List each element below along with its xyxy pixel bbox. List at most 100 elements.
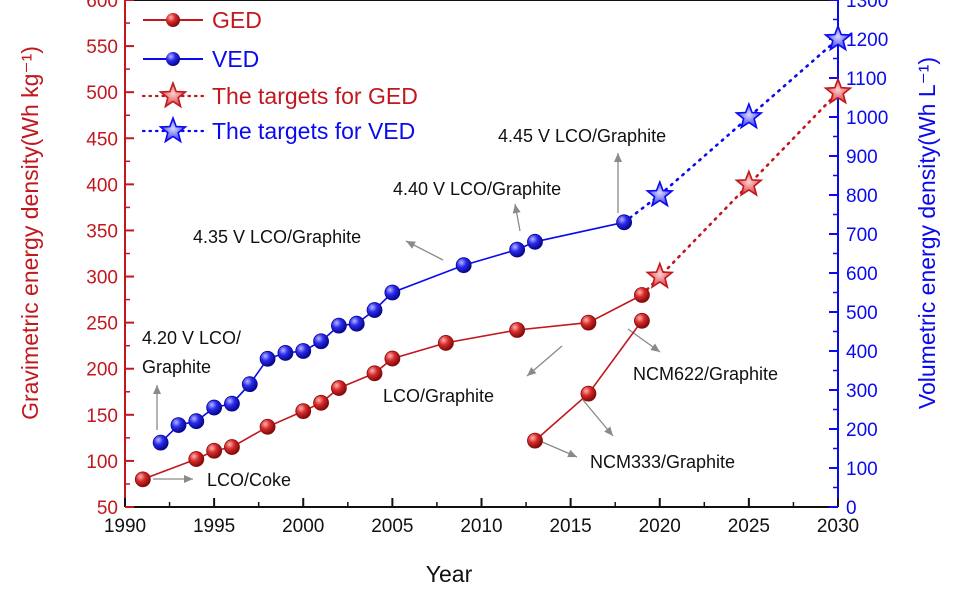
ged-point [580,314,597,331]
annotation-arrow-head [604,426,613,436]
annotation-arrow-head [406,241,416,249]
y-left-tick-label: 550 [86,37,118,58]
y-axis-right-title: Volumetric energy density(Wh L⁻¹) [914,57,940,409]
x-tick-label: 2000 [282,516,324,537]
ged-point [580,385,597,402]
legend-label-ged-targets: The targets for GED [212,83,418,109]
ged-target-star [734,169,764,197]
y-axis-left: 50 100 150 200 250 300 350 400 450 500 550 600 [86,0,134,519]
annotation-arrow-head [512,204,521,214]
x-tick-label: 2015 [549,516,591,537]
annotations: LCO/Coke 4.20 V LCO/ Graphite 4.35 V LCO… [142,126,778,490]
y-right-tick-label: 1000 [846,108,888,129]
ved-point [330,317,347,334]
annotation-lco-graphite: LCO/Graphite [383,386,494,406]
annotation-arrow-head [527,367,537,376]
ged-target-star [823,76,853,105]
annotation-arrow-head [184,475,193,483]
y-right-tick-label: 100 [846,459,878,480]
ved-point [259,350,276,367]
ved-point [455,257,472,274]
legend-ged-target-marker [158,80,188,109]
legend: GED VED The targets for GED The targets … [141,7,418,144]
ved-point [616,214,632,231]
y-right-tick-label: 300 [846,381,878,402]
series-line-ged-ncm333-graphite- [534,320,643,442]
ved-point [295,343,312,359]
x-axis-title: Year [426,561,473,587]
ged-point [366,365,383,382]
y-right-tick-label: 200 [846,420,878,441]
ved-point [224,395,240,412]
x-tick-label: 2030 [817,516,859,537]
legend-item-ved: VED [143,46,259,72]
ged-point [384,350,401,367]
ved-target-star [734,101,764,130]
y-left-tick-label: 50 [97,498,118,519]
y-right-tick-label: 700 [846,225,878,246]
y-right-tick-label: 1200 [846,30,888,51]
ved-point [206,399,223,416]
legend-ved-marker [166,52,180,66]
ved-point [313,333,329,350]
legend-item-ged-targets: The targets for GED [141,80,418,109]
annotation-420v-line1: 4.20 V LCO/ [142,328,241,348]
y-right-tick-label: 400 [846,342,878,363]
ged-point [259,418,276,435]
ged-point [206,442,223,459]
y-right-tick-label: 500 [846,303,878,324]
annotation-arrow-head [153,385,161,394]
x-tick-label: 2020 [639,516,681,537]
ged-point [134,471,151,488]
y-left-tick-label: 200 [86,360,118,381]
y-left-tick-label: 250 [86,314,118,335]
x-tick-label: 2025 [728,516,770,537]
y-right-tick-label: 1100 [846,69,887,90]
legend-item-ged: GED [143,7,262,33]
ved-point [348,315,365,332]
ged-point [437,335,454,351]
ved-point [241,376,258,393]
ved-point [188,413,205,430]
ged-point [313,394,329,411]
ged-point [509,322,526,338]
ged-point [527,432,543,449]
y-right-tick-label: 600 [846,264,878,285]
x-axis: 1990 1995 2000 2005 2010 2015 2020 2025 2030 [104,498,859,537]
ved-point [152,434,169,451]
y-left-tick-label: 400 [86,175,118,196]
legend-ved-target-marker [158,115,188,144]
ged-point [330,380,347,396]
x-tick-label: 1995 [193,516,235,537]
legend-ged-marker [166,13,180,27]
ved-target-star [645,179,675,208]
series-line-the-targets-for-ged [640,90,840,297]
ged-point [295,403,312,420]
y-axis-left-title: Gravimetric energy density(Wh kg⁻¹) [17,46,43,420]
annotation-ncm333: NCM333/Graphite [590,452,735,472]
y-left-tick-label: 350 [86,221,118,242]
plot-frame [124,0,839,508]
y-axis-right: 0 100 200 300 400 500 600 700 800 900 1000 1100 1200… [829,0,888,519]
y-left-tick-label: 300 [86,268,118,289]
y-right-tick-label: 0 [846,498,857,519]
ged-point [634,312,650,329]
y-right-tick-label: 800 [846,186,878,207]
legend-label-ved-targets: The targets for VED [212,118,415,144]
annotation-440v: 4.40 V LCO/Graphite [393,179,561,199]
ged-point [634,287,650,303]
series-line-the-targets-for-ved [622,37,840,224]
ved-target-star [823,23,853,52]
annotation-arrow-head [567,449,577,458]
y-left-tick-label: 500 [86,83,118,104]
legend-label-ged: GED [212,7,262,33]
ved-point [277,345,294,361]
ved-point [170,417,187,434]
ved-point [366,302,383,318]
annotation-445v: 4.45 V LCO/Graphite [498,126,666,146]
annotation-arrow-head [650,343,660,352]
y-right-tick-label: 900 [846,147,878,168]
ved-point [527,233,543,250]
ged-point [188,451,205,467]
